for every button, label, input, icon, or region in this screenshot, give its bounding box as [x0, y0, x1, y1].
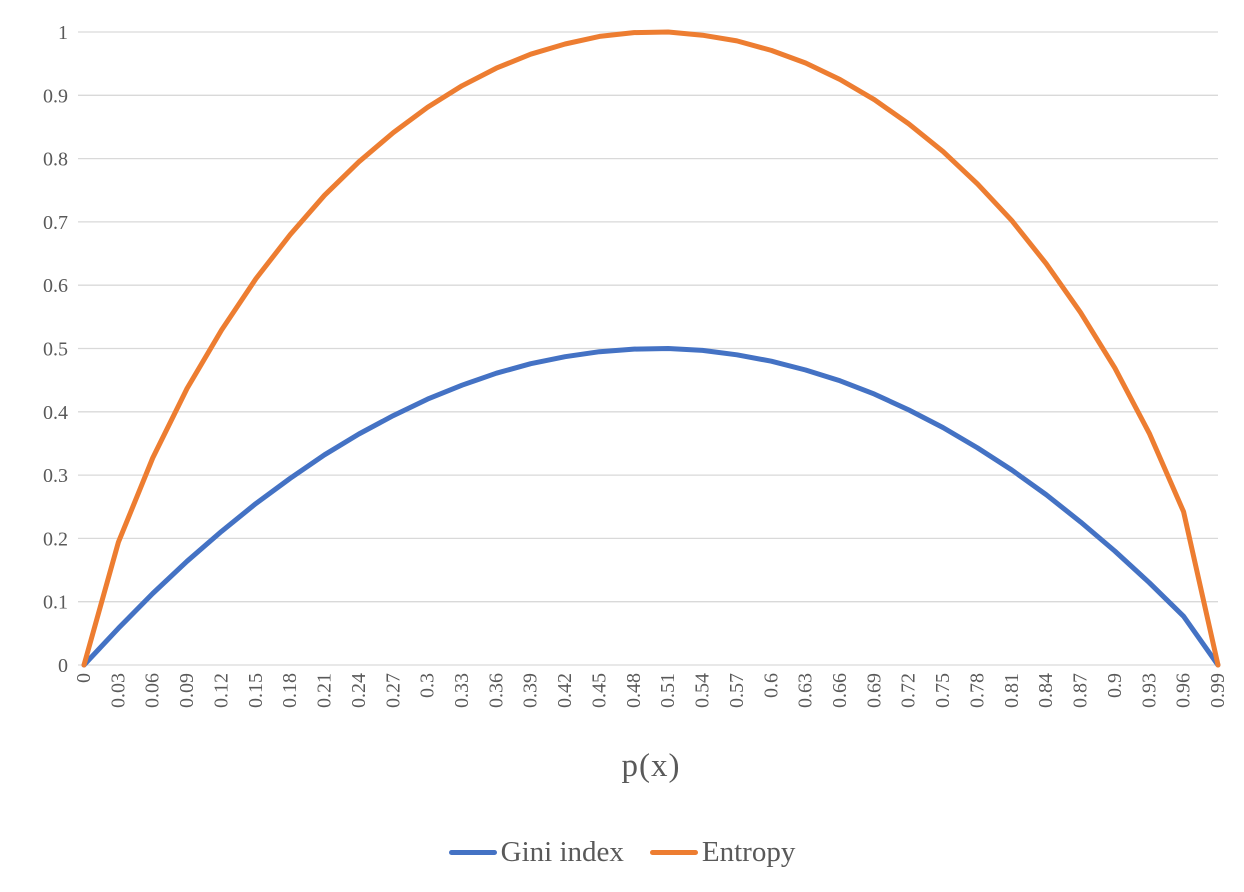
x-tick-label: 0.99	[1207, 673, 1229, 708]
legend-label-gini-index: Gini index	[500, 835, 624, 868]
x-tick-label: 0.81	[1001, 673, 1023, 708]
y-tick-label: 0.8	[43, 149, 68, 171]
x-tick-label: 0.6	[760, 673, 782, 698]
x-tick-label: 0.96	[1173, 673, 1195, 708]
legend-item-gini-index: Gini index	[448, 835, 624, 869]
series-lines	[81, 29, 1221, 668]
y-tick-label: 0.3	[43, 465, 68, 487]
x-tick-label: 0.24	[348, 673, 370, 708]
legend-item-entropy: Entropy	[649, 835, 796, 869]
x-tick-label: 0.63	[795, 673, 817, 708]
x-axis-title: p(x)	[621, 748, 681, 784]
x-tick-label: 0.42	[554, 673, 576, 708]
x-tick-label: 0.66	[829, 673, 851, 708]
y-tick-label: 1	[58, 22, 68, 44]
series-line-gini-index	[81, 346, 1221, 668]
x-tick-label: 0.09	[176, 673, 198, 708]
y-tick-label: 0.7	[43, 212, 68, 234]
legend-label-entropy: Entropy	[701, 835, 796, 868]
y-axis-tick-labels: 0 0.1 0.2 0.3 0.4 0.5 0.6 0.7 0.8 0.9 1	[43, 22, 68, 677]
x-tick-label: 0.9	[1104, 673, 1126, 698]
legend: Gini index Entropy	[0, 828, 1244, 876]
x-tick-label: 0.72	[898, 673, 920, 708]
y-tick-label: 0.1	[43, 592, 68, 614]
y-tick-label: 0.2	[43, 528, 68, 550]
x-axis-tick-labels: 0 0.03 0.06 0.09 0.12 0.15 0.18 0.21 0.24 0.27 0.3…	[73, 673, 1229, 708]
y-tick-label: 0.9	[43, 85, 68, 107]
x-tick-label: 0.54	[692, 673, 714, 708]
x-tick-label: 0.33	[451, 673, 473, 708]
y-tick-label: 0	[58, 655, 68, 677]
x-tick-label: 0.06	[142, 673, 164, 708]
x-tick-label: 0.84	[1035, 673, 1057, 708]
x-tick-label: 0.3	[417, 673, 439, 698]
x-tick-label: 0.36	[485, 673, 507, 708]
x-tick-label: 0.39	[520, 673, 542, 708]
x-tick-label: 0.51	[657, 673, 679, 708]
x-tick-label: 0.57	[726, 673, 748, 708]
x-tick-label: 0.87	[1070, 673, 1092, 708]
x-tick-label: 0.27	[382, 673, 404, 708]
x-tick-label: 0.12	[210, 673, 232, 708]
gini-index-line-swatch	[448, 849, 497, 855]
x-tick-label: 0.75	[932, 673, 954, 708]
x-tick-label: 0.18	[279, 673, 301, 708]
y-tick-label: 0.5	[43, 339, 68, 361]
x-tick-label: 0.21	[314, 673, 336, 708]
line-chart: 00.10.20.30.40.50.60.70.80.91 0 0.03 0.06 0…	[43, 22, 1229, 708]
x-tick-label: 0.45	[588, 673, 610, 708]
x-tick-label: 0.93	[1138, 673, 1160, 708]
x-tick-label: 0	[73, 673, 95, 683]
series-line-entropy	[81, 29, 1221, 668]
x-tick-label: 0.15	[245, 673, 267, 708]
y-tick-label: 0.6	[43, 275, 68, 297]
y-tick-label: 0.4	[43, 402, 68, 424]
x-tick-label: 0.78	[966, 673, 988, 708]
x-tick-label: 0.48	[623, 673, 645, 708]
x-tick-label: 0.03	[107, 673, 129, 708]
entropy-line-swatch	[649, 849, 698, 855]
x-tick-label: 0.69	[863, 673, 885, 708]
